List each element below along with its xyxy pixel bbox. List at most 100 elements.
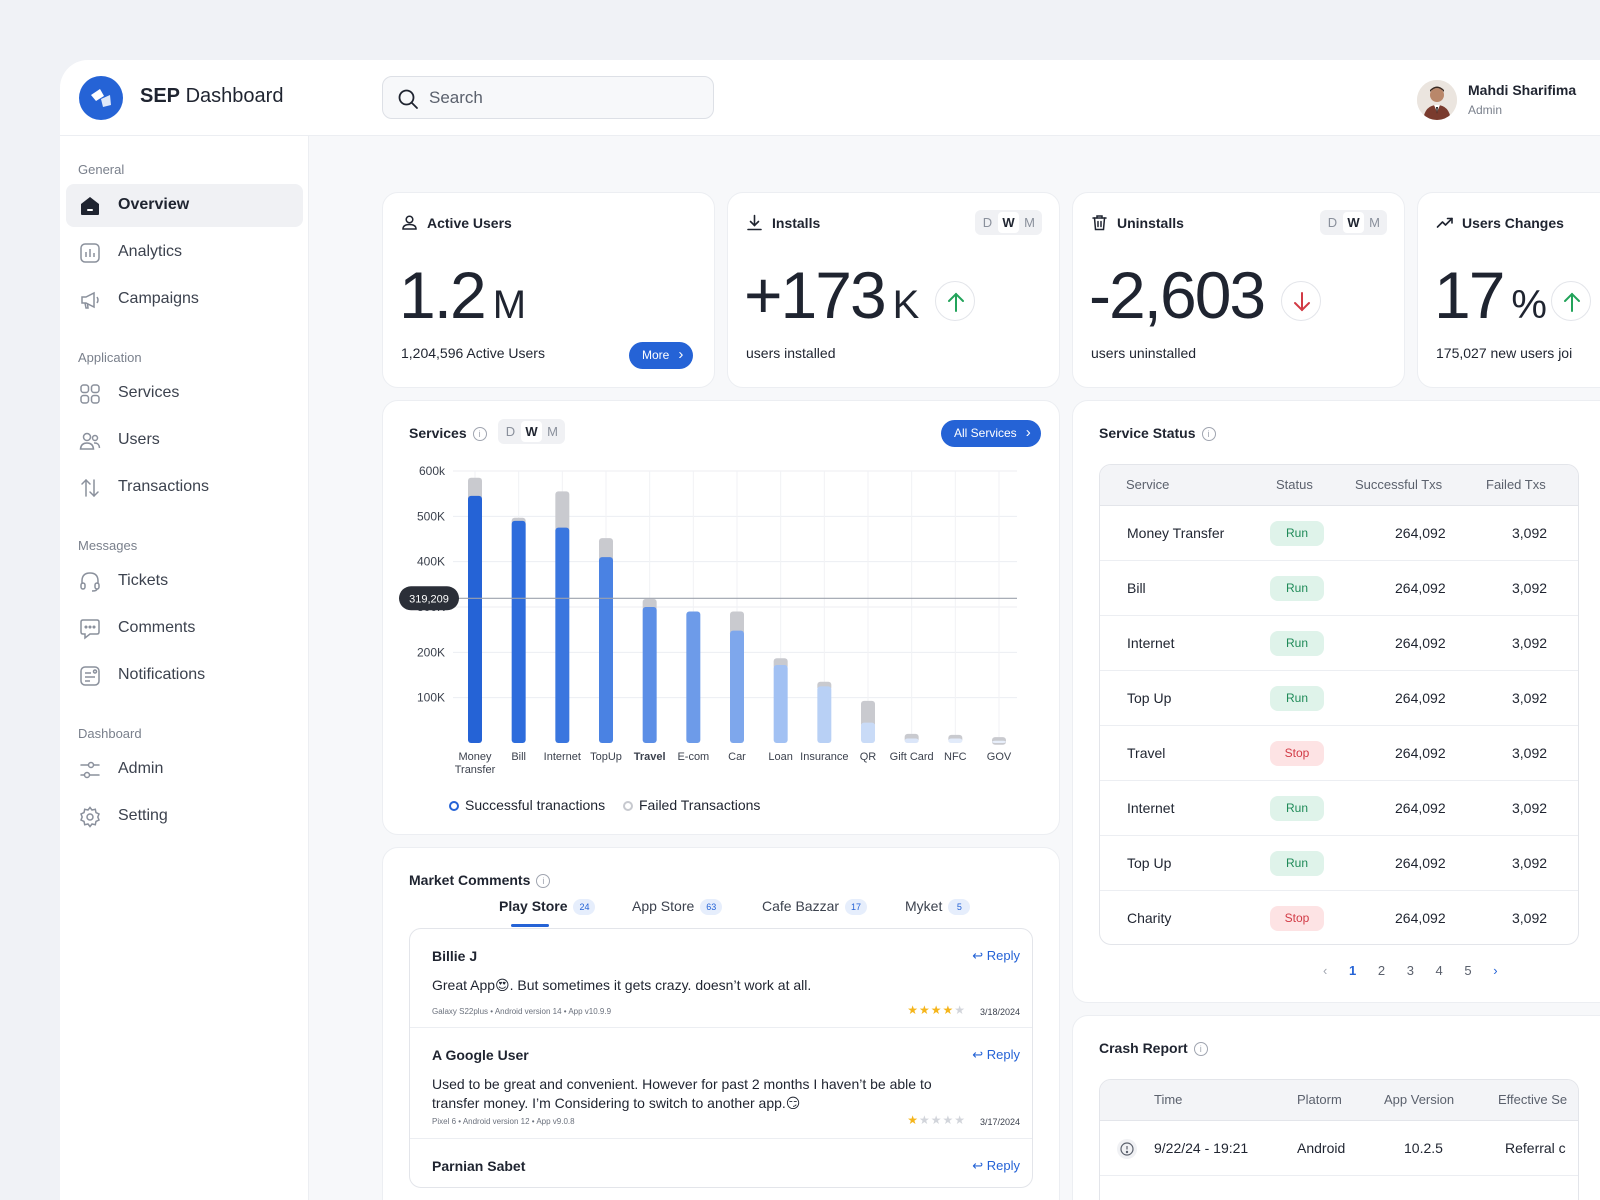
users-changes-sub: 175,027 new users joi [1436, 345, 1573, 361]
table-row[interactable]: Money Transfer Run 264,092 3,092 [1100, 506, 1578, 561]
installs-sub: users installed [746, 345, 836, 361]
column-header[interactable]: Failed Txs [1486, 477, 1546, 492]
app-window: SEP Dashboard Mahdi Sharifima Admin Gene… [60, 60, 1600, 1200]
reply-icon: ↩︎ [972, 1158, 984, 1173]
failed-txs: 3,092 [1512, 800, 1548, 816]
table-row[interactable]: Internet Run 264,092 3,092 [1100, 616, 1578, 671]
column-header[interactable]: Platorm [1297, 1092, 1342, 1107]
column-header[interactable]: Status [1276, 477, 1313, 492]
bar-failed [730, 611, 744, 635]
period-d[interactable]: D [1327, 215, 1338, 230]
sidebar-item-tickets[interactable]: Tickets [66, 560, 303, 603]
legend-dot-gray [623, 801, 633, 811]
period-m[interactable]: M [547, 424, 558, 439]
sidebar-item-transactions[interactable]: Transactions [66, 466, 303, 509]
x-tick-label: Money Transfer [455, 751, 496, 776]
reply-button[interactable]: ↩︎ Reply [972, 1047, 1020, 1062]
period-w[interactable]: W [521, 421, 542, 442]
rating-stars: ★★★★★ [907, 1113, 966, 1127]
page-2[interactable]: 2 [1377, 963, 1386, 978]
x-tick-label: Loan [768, 751, 792, 763]
page-4[interactable]: 4 [1435, 963, 1443, 978]
failed-txs: 3,092 [1512, 910, 1548, 926]
period-d[interactable]: D [505, 424, 516, 439]
table-row[interactable]: Travel Stop 264,092 3,092 [1100, 726, 1578, 781]
brand-title: SEP Dashboard [140, 85, 284, 107]
sidebar-item-label: Admin [118, 760, 164, 777]
reply-button[interactable]: ↩︎ Reply [972, 1158, 1020, 1173]
info-icon[interactable]: i [536, 874, 551, 889]
table-row[interactable]: Top Up Run 264,092 3,092 [1100, 836, 1578, 891]
column-header[interactable]: Time [1154, 1092, 1183, 1107]
period-w[interactable]: W [998, 212, 1019, 233]
top-bar: SEP Dashboard Mahdi Sharifima Admin [60, 60, 1600, 136]
tab-count: 17 [845, 899, 868, 915]
column-header[interactable]: Effective Se [1498, 1092, 1568, 1107]
y-tick-label: 400K [417, 555, 445, 569]
sidebar-item-comments[interactable]: Comments [66, 607, 303, 650]
logo-icon[interactable] [79, 76, 123, 120]
bar-successful [686, 611, 701, 743]
sidebar-item-setting[interactable]: Setting [66, 795, 303, 838]
market-comments-card: Market Comments i Play Store 24 App Store 6… [382, 847, 1060, 1200]
sidebar-item-notifications[interactable]: Notifications [66, 654, 303, 697]
list-item: A Google User ↩︎ Reply Used to be great … [410, 1028, 1032, 1139]
search-input[interactable] [429, 87, 699, 109]
next-page-icon[interactable]: › [1493, 963, 1498, 978]
successful-txs: 264,092 [1395, 745, 1446, 761]
table-row[interactable]: Internet Run 264,092 3,092 [1100, 781, 1578, 836]
table-row[interactable]: 9/22/24 - 19:21 Android 10.2.5 Referral … [1100, 1121, 1578, 1176]
reply-button[interactable]: ↩︎ Reply [972, 948, 1020, 963]
card-title: Users Changes [1436, 215, 1564, 231]
sidebar-item-admin[interactable]: Admin [66, 748, 303, 791]
period-w[interactable]: W [1343, 212, 1364, 233]
service-name: Internet [1127, 635, 1175, 651]
page-1[interactable]: 1 [1348, 963, 1357, 978]
info-icon[interactable]: i [1193, 1042, 1208, 1057]
page-3[interactable]: 3 [1406, 963, 1414, 978]
successful-txs: 264,092 [1395, 580, 1446, 596]
download-icon [747, 214, 762, 231]
installs-period-toggle[interactable]: D W M [975, 210, 1042, 235]
period-m[interactable]: M [1369, 215, 1380, 230]
info-icon[interactable]: i [472, 427, 487, 442]
crash-effective: Referral c [1505, 1140, 1566, 1156]
table-row[interactable]: Bill Run 264,092 3,092 [1100, 561, 1578, 616]
tab-myket[interactable]: Myket 5 [905, 898, 971, 915]
search-box[interactable] [382, 76, 714, 119]
page-5[interactable]: 5 [1464, 963, 1472, 978]
sidebar-section-messages: Messages [78, 538, 138, 553]
avatar[interactable] [1417, 80, 1457, 120]
sidebar-item-campaigns[interactable]: Campaigns [66, 278, 303, 321]
active-users-value: 1.2 M [399, 258, 527, 332]
info-icon[interactable]: i [1201, 427, 1216, 442]
card-title: Crash Report i [1099, 1040, 1208, 1057]
prev-page-icon[interactable]: ‹ [1323, 963, 1328, 978]
column-header[interactable]: App Version [1384, 1092, 1455, 1107]
sidebar-item-services[interactable]: Services [66, 372, 303, 415]
users-changes-card: Users Changes 17% 175,027 new users joi [1417, 192, 1600, 388]
sidebar-item-analytics[interactable]: Analytics [66, 231, 303, 274]
column-header[interactable]: Service [1126, 477, 1170, 492]
bar-successful [555, 527, 570, 743]
tab-play-store[interactable]: Play Store 24 [499, 898, 596, 915]
service-name: Top Up [1127, 855, 1172, 871]
tab-app-store[interactable]: App Store 63 [632, 898, 723, 915]
sidebar-item-overview[interactable]: Overview [66, 184, 303, 227]
all-services-button[interactable]: All Services [941, 419, 1041, 447]
table-row[interactable]: Top Up Run 264,092 3,092 [1100, 671, 1578, 726]
table-row[interactable]: Charity Stop 264,092 3,092 [1100, 891, 1578, 944]
tab-cafe-bazzar[interactable]: Cafe Bazzar 17 [762, 898, 868, 915]
uninstalls-period-toggle[interactable]: D W M [1320, 210, 1387, 235]
column-header[interactable]: Successful Txs [1355, 477, 1443, 492]
trash-icon [1092, 215, 1107, 231]
grid-icon [80, 384, 100, 404]
period-d[interactable]: D [982, 215, 993, 230]
services-period-toggle[interactable]: D W M [498, 419, 565, 444]
card-title: Installs [746, 214, 820, 231]
more-button[interactable]: More [629, 341, 694, 369]
service-name: Internet [1127, 800, 1175, 816]
period-m[interactable]: M [1024, 215, 1035, 230]
sidebar-item-users[interactable]: Users [66, 419, 303, 462]
uninstalls-sub: users uninstalled [1091, 345, 1197, 361]
